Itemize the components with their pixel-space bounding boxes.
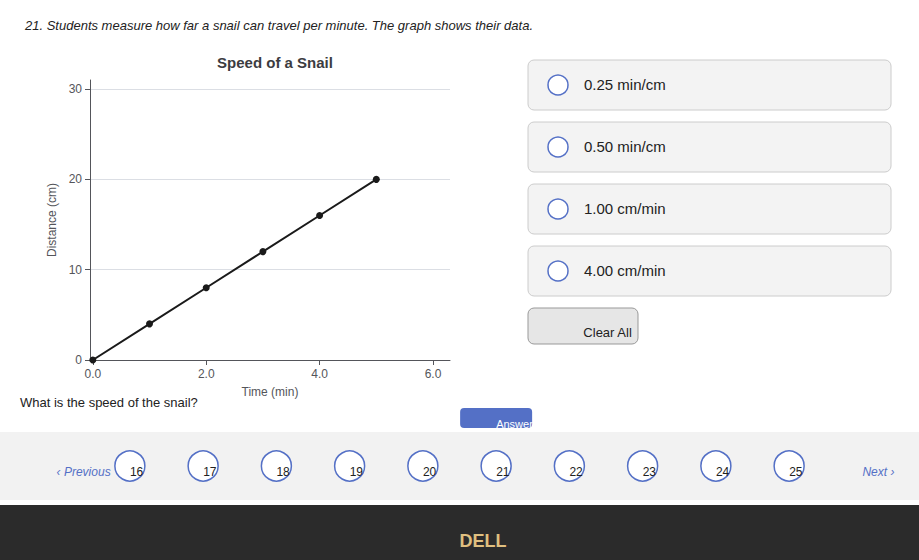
svg-text:18: 18: [276, 465, 290, 479]
svg-text:4.00 cm/min: 4.00 cm/min: [584, 262, 666, 279]
svg-text:25: 25: [789, 465, 803, 479]
svg-text:21: 21: [496, 465, 510, 479]
svg-text:DELL: DELL: [459, 531, 506, 551]
svg-text:‹ Previous: ‹ Previous: [57, 465, 111, 479]
svg-text:21. Students measure how far a: 21. Students measure how far a snail can…: [24, 18, 533, 33]
svg-text:2.0: 2.0: [198, 367, 215, 381]
svg-text:What is the speed of the snail: What is the speed of the snail?: [20, 395, 198, 410]
svg-text:24: 24: [716, 465, 730, 479]
svg-text:0.25 min/cm: 0.25 min/cm: [584, 76, 666, 93]
svg-text:20: 20: [423, 465, 437, 479]
svg-text:17: 17: [203, 465, 217, 479]
svg-text:Next ›: Next ›: [862, 465, 894, 479]
svg-text:Speed of a Snail: Speed of a Snail: [217, 54, 333, 71]
svg-text:Clear All: Clear All: [583, 325, 632, 340]
svg-text:30: 30: [69, 82, 83, 96]
svg-text:10: 10: [69, 263, 83, 277]
svg-text:16: 16: [130, 465, 144, 479]
svg-text:23: 23: [643, 465, 657, 479]
svg-text:0.50 min/cm: 0.50 min/cm: [584, 138, 666, 155]
svg-text:22: 22: [569, 465, 583, 479]
svg-text:19: 19: [350, 465, 364, 479]
svg-text:Answered: Answered: [496, 418, 545, 430]
svg-text:20: 20: [69, 172, 83, 186]
svg-text:1.00 cm/min: 1.00 cm/min: [584, 200, 666, 217]
svg-text:Distance (cm): Distance (cm): [45, 183, 59, 257]
svg-text:0: 0: [75, 353, 82, 367]
svg-text:4.0: 4.0: [311, 367, 328, 381]
svg-text:Time (min): Time (min): [242, 385, 299, 399]
svg-text:0.0: 0.0: [84, 367, 101, 381]
svg-text:6.0: 6.0: [425, 367, 442, 381]
